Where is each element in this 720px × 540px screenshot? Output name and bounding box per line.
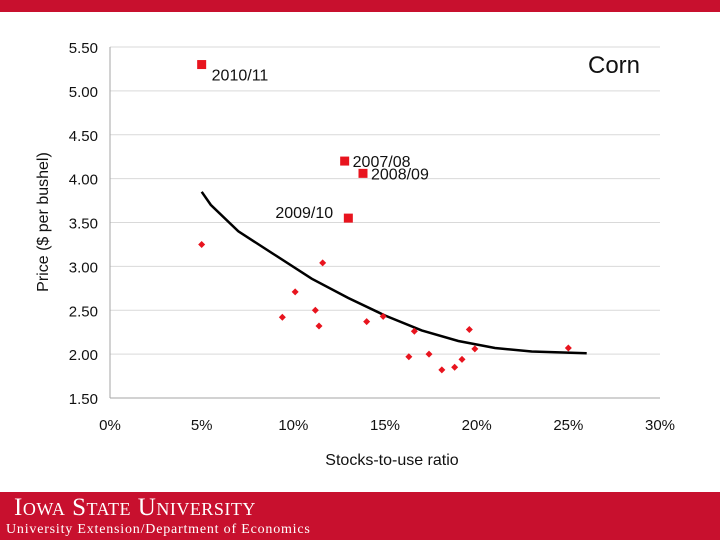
axes	[109, 47, 660, 399]
y-tick-label: 3.00	[69, 259, 98, 276]
diamond-point	[319, 259, 327, 267]
chart-title: Corn	[588, 52, 640, 79]
diamond-point	[425, 350, 433, 358]
x-tick-labels: 0% 5% 10% 15% 20% 25% 30%	[99, 417, 675, 434]
diamond-point	[315, 322, 323, 330]
diamond-point	[458, 355, 466, 363]
diamond-point	[438, 366, 446, 374]
x-tick-label: 20%	[462, 417, 492, 434]
department-name: University Extension/Department of Econo…	[6, 522, 311, 537]
y-tick-label: 3.50	[69, 216, 98, 233]
x-tick-label: 25%	[553, 417, 583, 434]
grid-lines	[110, 46, 660, 355]
x-axis-label: Stocks-to-use ratio	[325, 452, 458, 469]
point-label: 2007/08	[353, 154, 411, 171]
diamond-point	[363, 318, 371, 326]
institution-name: Iowa State University	[14, 494, 256, 521]
diamond-point	[379, 312, 387, 320]
trendline	[200, 191, 587, 355]
y-axis-label: Price ($ per bushel)	[35, 152, 52, 292]
y-tick-label: 2.00	[69, 347, 98, 364]
scatter-chart: 1.50 2.00 2.50 3.00 3.50 4.00 4.50 5.00 5.50 0% 5…	[35, 40, 675, 469]
trendline-layer	[200, 191, 587, 355]
x-tick-label: 10%	[278, 417, 308, 434]
diamond-point	[405, 353, 413, 361]
y-tick-label: 5.00	[69, 84, 98, 101]
diamond-point	[451, 363, 459, 371]
y-tick-labels: 1.50 2.00 2.50 3.00 3.50 4.00 4.50 5.00 5.50	[69, 40, 98, 408]
square-point	[340, 156, 350, 166]
y-tick-label: 5.50	[69, 40, 98, 57]
diamond-point	[465, 326, 473, 334]
x-tick-label: 5%	[191, 417, 213, 434]
y-tick-label: 2.50	[69, 303, 98, 320]
point-label: 2008/09	[371, 166, 429, 183]
y-tick-label: 4.50	[69, 128, 98, 145]
diamond-point	[410, 327, 418, 335]
point-label: 2009/10	[275, 205, 333, 222]
y-tick-label: 1.50	[69, 391, 98, 408]
square-point	[197, 60, 207, 70]
diamond-point	[311, 306, 319, 314]
point-label: 2010/11	[212, 68, 269, 85]
square-point	[343, 213, 353, 223]
top-accent-bar	[0, 0, 720, 12]
x-tick-label: 0%	[99, 417, 121, 434]
square-point	[358, 168, 368, 178]
diamond-point	[471, 345, 479, 353]
diamond-point	[198, 240, 206, 248]
y-tick-label: 4.00	[69, 172, 98, 189]
diamond-point	[564, 344, 572, 352]
data-points	[197, 60, 572, 374]
diamond-point	[278, 313, 286, 321]
footer-banner: Iowa State University University Extensi…	[0, 492, 720, 540]
diamond-point	[291, 288, 299, 296]
x-tick-label: 30%	[645, 417, 675, 434]
x-tick-label: 15%	[370, 417, 400, 434]
